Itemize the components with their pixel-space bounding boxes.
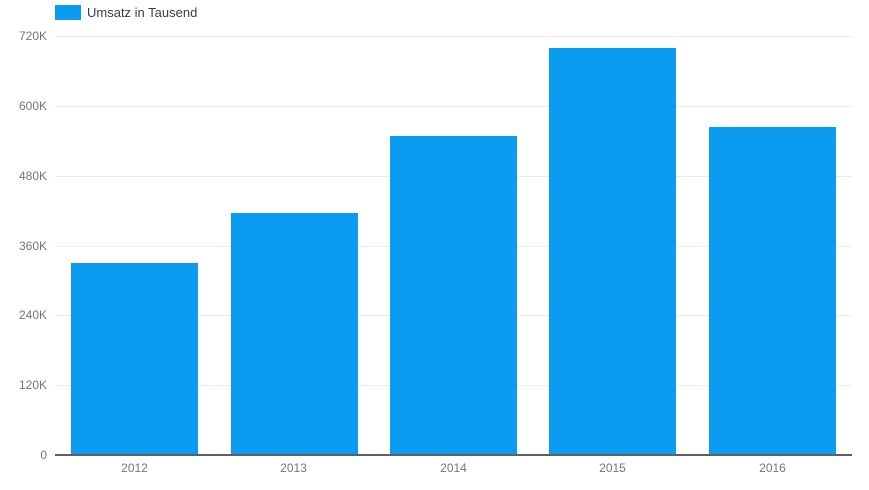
x-tick-label-2014: 2014 xyxy=(440,461,467,475)
bar-2012[interactable] xyxy=(71,263,198,455)
x-tick-label-2016: 2016 xyxy=(759,461,786,475)
bar-2013[interactable] xyxy=(231,213,358,455)
y-tick-label-120K: 120K xyxy=(18,378,47,392)
gridline-600K xyxy=(55,106,852,107)
x-tick-label-2013: 2013 xyxy=(280,461,307,475)
y-tick-label-480K: 480K xyxy=(18,169,47,183)
gridline-720K xyxy=(55,36,852,37)
y-tick-label-600K: 600K xyxy=(18,99,47,113)
legend-item[interactable]: Umsatz in Tausend xyxy=(55,4,197,21)
bar-2014[interactable] xyxy=(390,136,517,455)
legend-swatch-icon xyxy=(55,5,81,20)
y-tick-label-720K: 720K xyxy=(18,29,47,43)
y-tick-label-0: 0 xyxy=(40,448,47,462)
legend-label: Umsatz in Tausend xyxy=(87,5,198,20)
bar-2016[interactable] xyxy=(709,127,836,455)
y-tick-label-240K: 240K xyxy=(18,308,47,322)
x-tick-label-2015: 2015 xyxy=(599,461,626,475)
x-tick-label-2012: 2012 xyxy=(121,461,148,475)
x-axis-line xyxy=(55,454,852,456)
y-tick-label-360K: 360K xyxy=(18,239,47,253)
bar-2015[interactable] xyxy=(549,48,676,455)
